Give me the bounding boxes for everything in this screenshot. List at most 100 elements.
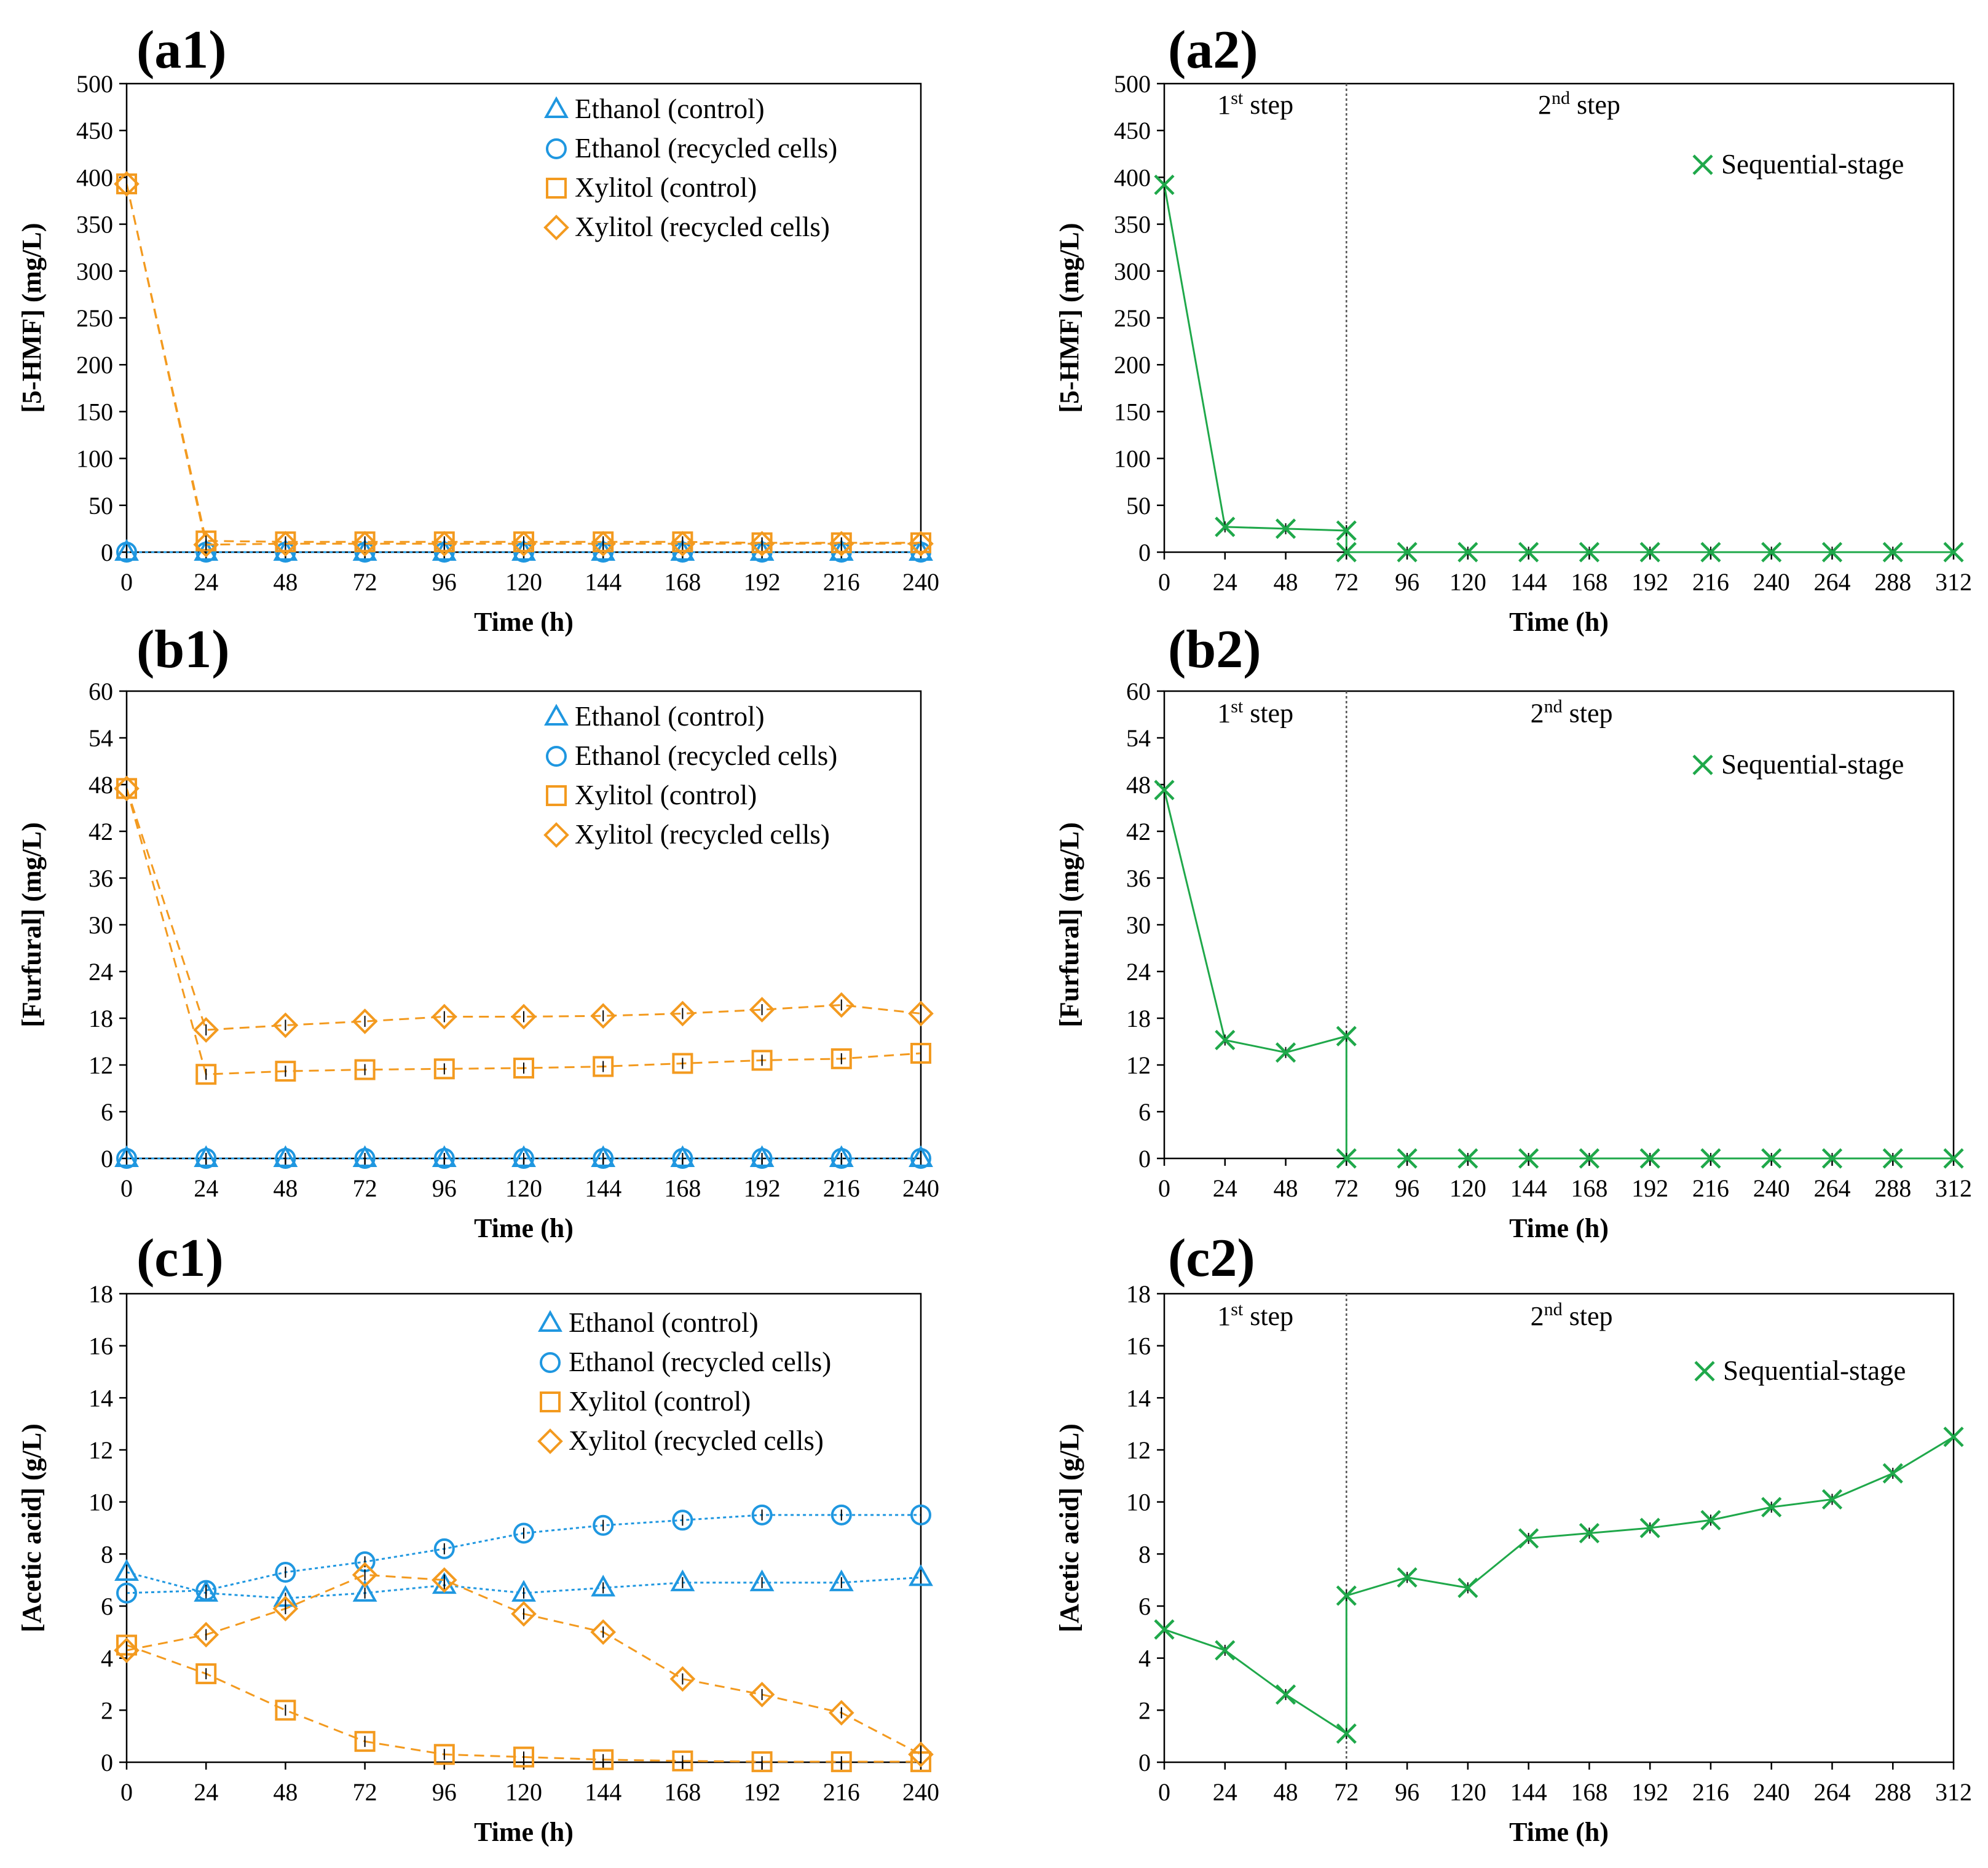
x-tick-label: 144 [585,1174,621,1202]
series-sequential-stage [1154,175,1964,563]
x-tick-label: 192 [744,1174,781,1202]
y-tick-label: 500 [76,70,113,98]
y-tick-label: 54 [89,724,113,752]
y-tick-label: 14 [89,1384,113,1412]
legend-entry: Ethanol (recycled cells) [546,133,837,164]
legend-entry: Ethanol (control) [544,701,765,732]
y-tick-label: 42 [1126,818,1151,845]
diamond-marker [352,531,378,557]
legend-label: Xylitol (recycled cells) [569,1425,824,1456]
chart-panel-a1: (a1) 0 50 100 150 200 250 300 350 400 450 500 0 24 48 7… [17,20,939,637]
cross-marker [1639,542,1660,563]
x-tick-label: 144 [1510,1174,1547,1202]
square-marker [513,1058,534,1079]
diamond-marker [431,531,457,557]
diamond-marker [431,1003,457,1030]
x-tick-label: 24 [194,1174,218,1202]
y-tick-label: 200 [76,351,113,379]
series-line [125,788,921,1031]
square-marker [116,778,137,799]
x-tick-label: 312 [1935,1778,1972,1806]
cross-marker [1154,780,1175,801]
square-marker [830,1048,852,1069]
circle-marker [195,1148,217,1169]
legend-entry: Sequential-stage [1692,149,1904,180]
diamond-marker [511,1003,537,1030]
chart-panel-b1: (b1) 0 6 12 18 24 30 36 42 48 54 60 0 24 48 72 96 120 144 1… [17,620,939,1243]
cross-marker [1700,1510,1721,1530]
cross-marker [1821,1148,1843,1169]
y-tick-label: 300 [1114,258,1151,285]
cross-marker [1397,1148,1418,1169]
square-marker [513,1746,534,1768]
x-tick-label: 120 [1450,1174,1486,1202]
diamond-marker [749,531,775,557]
y-tick-label: 0 [1138,539,1151,566]
y-tick-label: 0 [1138,1749,1151,1776]
y-tick-label: 18 [89,1005,113,1032]
x-tick-label: 72 [1334,1778,1359,1806]
y-tick-label: 50 [89,492,113,520]
x-tick-label: 120 [1450,568,1486,596]
circle-marker [275,1148,296,1169]
legend-entry: Xylitol (control) [540,1386,751,1417]
y-tick-label: 6 [1138,1593,1151,1620]
cross-marker [1579,1522,1599,1544]
y-tick-label: 2 [1138,1696,1151,1724]
cross-marker [1882,1148,1903,1169]
chart-panel-a2: (a2) 0 50 100 150 200 250 300 350 400 450 500 0 24 48 7… [1054,20,1972,637]
diamond-marker [749,1682,775,1708]
cross-marker [1215,516,1236,537]
y-tick-label: 30 [89,911,113,939]
y-tick-label: 6 [101,1593,113,1620]
x-tick-label: 120 [1450,1778,1486,1806]
x-tick-label: 96 [432,1174,457,1202]
x-tick-label: 24 [1213,1778,1237,1806]
x-tick-label: 240 [902,1778,939,1806]
diamond-marker [828,1700,854,1726]
cross-marker [1336,1148,1357,1169]
cross-marker [1639,1518,1660,1538]
cross-marker [1457,1577,1478,1598]
x-tick-label: 168 [664,568,701,596]
panel-label: (b1) [136,620,230,679]
triangle-marker [352,1145,377,1167]
series-sequential-stage [1154,1427,1964,1744]
triangle-marker [749,1569,775,1591]
x-tick-label: 240 [902,1174,939,1202]
diamond-marker [590,531,617,557]
diamond-marker [114,775,140,802]
legend-label: Ethanol (control) [575,701,765,732]
x-tick-label: 192 [1631,1778,1668,1806]
y-tick-label: 54 [1126,724,1151,752]
x-tick-label: 168 [664,1174,701,1202]
triangle-marker [352,1580,377,1602]
x-tick-label: 144 [585,1778,621,1806]
triangle-marker [114,1559,139,1581]
triangle-marker [432,1145,457,1167]
x-tick-label: 48 [1274,1778,1298,1806]
y-tick-label: 42 [89,818,113,845]
series-ethanol-control [114,1145,933,1167]
x-tick-label: 192 [1631,1174,1668,1202]
legend-label: Sequential-stage [1721,149,1904,180]
circle-marker-legend [546,746,567,767]
legend-entry: Ethanol (control) [538,1307,759,1338]
triangle-marker [591,1145,616,1167]
second-step-label: 2nd step [1538,88,1620,120]
y-axis-label: [Furfural] (mg/L) [1054,822,1084,1027]
square-marker-legend [540,1391,561,1412]
series-line [125,183,921,544]
triangle-marker [909,1145,933,1167]
x-tick-label: 240 [902,568,939,596]
cross-marker [1821,542,1843,563]
x-tick-label: 144 [585,568,621,596]
circle-marker-legend [540,1352,561,1373]
square-marker-legend [546,785,567,806]
diamond-marker [193,531,219,558]
legend-entry: Ethanol (control) [544,93,765,124]
circle-marker [513,1148,534,1169]
x-tick-label: 288 [1874,1778,1911,1806]
